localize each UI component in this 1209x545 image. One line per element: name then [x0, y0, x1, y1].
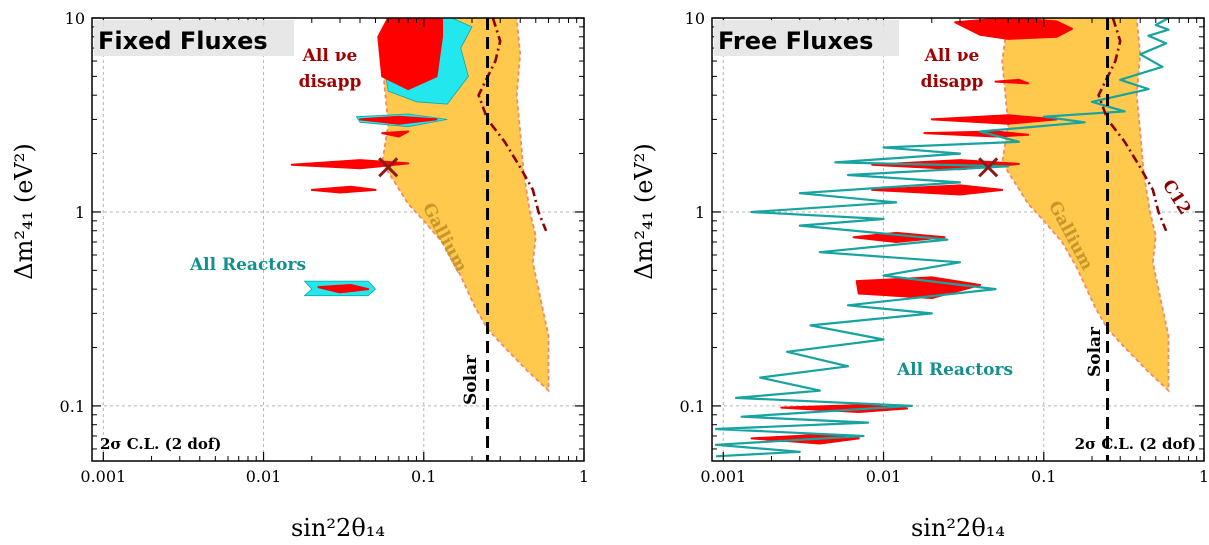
cl-label: 2σ C.L. (2 dof) [100, 435, 221, 453]
y-axis-label: Δm²₄₁ (eV²) [630, 143, 658, 279]
y-tick-label: 10 [685, 9, 705, 28]
gallium-region [1001, 18, 1170, 393]
solar-label: Solar [461, 354, 481, 405]
panel-free-fluxes: 0.001 0.01 0.1 1 0.1 1 10 sin²2θ₁₄ Δm²₄₁ (eV²) Fr… [630, 9, 1209, 542]
disapp-region [310, 185, 377, 194]
x-tick-label: 0.01 [246, 467, 282, 486]
c12-curve [477, 18, 548, 232]
plot-frame [91, 17, 585, 462]
disapp-region [994, 78, 1030, 85]
plot-content [714, 18, 1170, 461]
disapp-label: disapp [299, 72, 362, 92]
panel-fixed-fluxes: 0.001 0.01 0.1 1 0.1 1 10 sin²2θ₁₄ Δm²₄₁ (eV²) Fi… [10, 9, 589, 542]
best-fit-marker [978, 157, 999, 178]
y-tick-label: 10 [65, 9, 85, 28]
x-tick-label: 0.1 [1031, 467, 1056, 486]
ticks [92, 17, 585, 461]
reactors-label: All Reactors [896, 360, 1013, 380]
plot-content [290, 18, 550, 461]
x-axis-label: sin²2θ₁₄ [911, 514, 1005, 542]
plot-frame [711, 17, 1205, 462]
y-tick-label: 1 [695, 203, 705, 222]
disapp-region [290, 159, 410, 170]
gallium-region [381, 18, 550, 393]
panel-title: Free Fluxes [718, 27, 873, 55]
disapp-region [381, 130, 410, 138]
disapp-label: All νe [302, 46, 358, 66]
disapp-region [377, 18, 443, 91]
x-tick-label: 0.001 [700, 467, 746, 486]
solar-label: Solar [1085, 326, 1105, 377]
title-badge [714, 20, 899, 56]
reactor-curve [714, 18, 1170, 458]
x-tick-label: 0.001 [80, 467, 126, 486]
disapp-label: All νe [924, 46, 980, 66]
reactors-label: All Reactors [189, 255, 306, 275]
disapp-region [923, 130, 1030, 138]
cl-label: 2σ C.L. (2 dof) [1075, 435, 1196, 453]
ticks [712, 17, 1205, 461]
x-tick-label: 1 [1199, 467, 1209, 486]
y-axis-label: Δm²₄₁ (eV²) [10, 143, 38, 279]
x-tick-label: 0.01 [866, 467, 902, 486]
y-tick-label: 0.1 [680, 397, 705, 416]
best-fit-stroke [978, 157, 999, 178]
c12-curve [1097, 18, 1168, 232]
disapp-region [871, 184, 1004, 196]
x-tick-label: 0.1 [411, 467, 436, 486]
title-badge [94, 20, 294, 56]
panel-title: Fixed Fluxes [98, 27, 268, 55]
y-tick-label: 1 [75, 203, 85, 222]
disapp-region [317, 284, 370, 294]
disapp-label: disapp [921, 72, 984, 92]
x-tick-label: 1 [579, 467, 589, 486]
best-fit-marker [378, 157, 399, 178]
disapp-region [359, 115, 438, 125]
y-tick-label: 0.1 [60, 397, 85, 416]
best-fit-stroke [378, 157, 399, 178]
x-axis-label: sin²2θ₁₄ [291, 514, 385, 542]
